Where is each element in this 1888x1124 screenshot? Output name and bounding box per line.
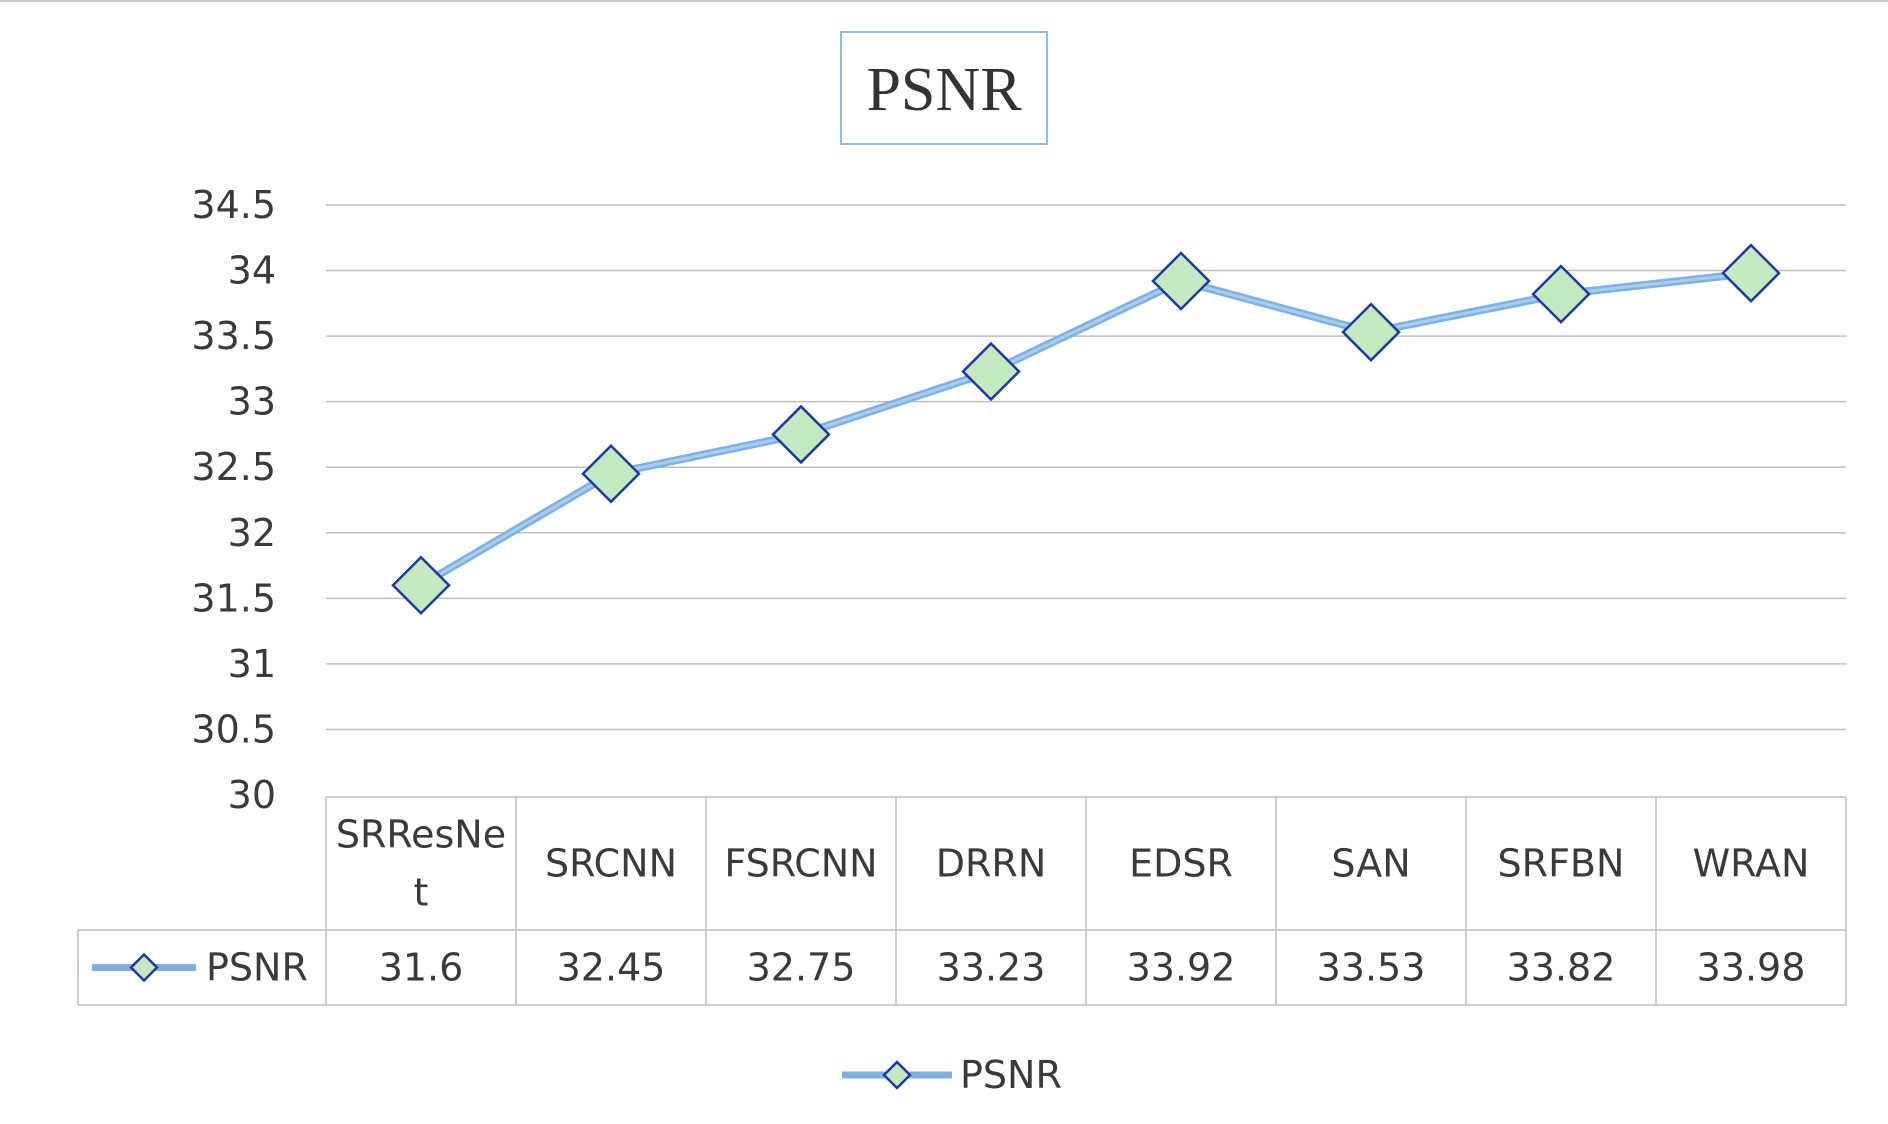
- data-point-drrn: [961, 341, 1021, 402]
- category-label: SAN: [1331, 842, 1410, 886]
- y-tick-label: 31.5: [191, 576, 276, 620]
- y-tick-label: 32: [228, 511, 276, 555]
- category-label: SRFBN: [1498, 842, 1625, 886]
- category-label: FSRCNN: [724, 842, 877, 886]
- y-tick-label: 34: [228, 249, 276, 293]
- y-tick-label: 33: [228, 380, 276, 424]
- chart-title: PSNR: [866, 56, 1022, 124]
- data-label: 33.53: [1317, 946, 1426, 990]
- legend-marker: [882, 1060, 912, 1090]
- data-point-edsr: [1151, 251, 1211, 311]
- data-label: 33.23: [937, 946, 1046, 990]
- y-tick-label: 31: [228, 642, 276, 686]
- title-box: [840, 31, 1048, 145]
- series-psnr: [391, 243, 1781, 615]
- category-label: WRAN: [1693, 842, 1810, 886]
- data-point-san: [1341, 302, 1401, 362]
- legend: PSNR: [842, 1053, 1062, 1097]
- data-label: 33.82: [1507, 946, 1616, 990]
- series-line-highlight: [420, 271, 1752, 587]
- y-tick-label: 34.5: [191, 183, 276, 227]
- data-label: 33.92: [1127, 946, 1236, 990]
- y-tick-label: 30.5: [191, 707, 276, 751]
- data-point-fsrcnn: [771, 404, 831, 465]
- category-label: SRResNe t: [336, 813, 506, 915]
- data-label: 31.6: [379, 946, 464, 990]
- data-label: 32.75: [747, 946, 856, 990]
- data-point-srcnn: [581, 444, 641, 504]
- y-axis-ticks: 30 30.5 31 31.5 32 32.5 33 33.5 34 34.5: [191, 183, 276, 817]
- data-table: SRResNe t SRCNN FSRCNN DRRN EDSR SAN SRFBN WRAN 3…: [77, 796, 1847, 1006]
- table-series-label: PSNR: [206, 946, 308, 990]
- y-tick-label: 30: [228, 773, 276, 817]
- category-label: SRCNN: [545, 842, 677, 886]
- data-point-srresnet: [391, 555, 451, 615]
- y-tick-label: 33.5: [191, 314, 276, 358]
- data-label: 33.98: [1697, 946, 1806, 990]
- legend-label: PSNR: [960, 1053, 1062, 1097]
- data-point-srfbn: [1531, 264, 1591, 324]
- category-label: DRRN: [936, 842, 1047, 886]
- series-line-psnr: [417, 269, 1755, 590]
- category-label: EDSR: [1129, 842, 1233, 886]
- gridlines: [326, 204, 1846, 731]
- table-key-marker: [129, 952, 159, 983]
- data-point-wran: [1721, 243, 1781, 303]
- data-label: 32.45: [557, 946, 666, 990]
- y-tick-label: 32.5: [191, 445, 276, 489]
